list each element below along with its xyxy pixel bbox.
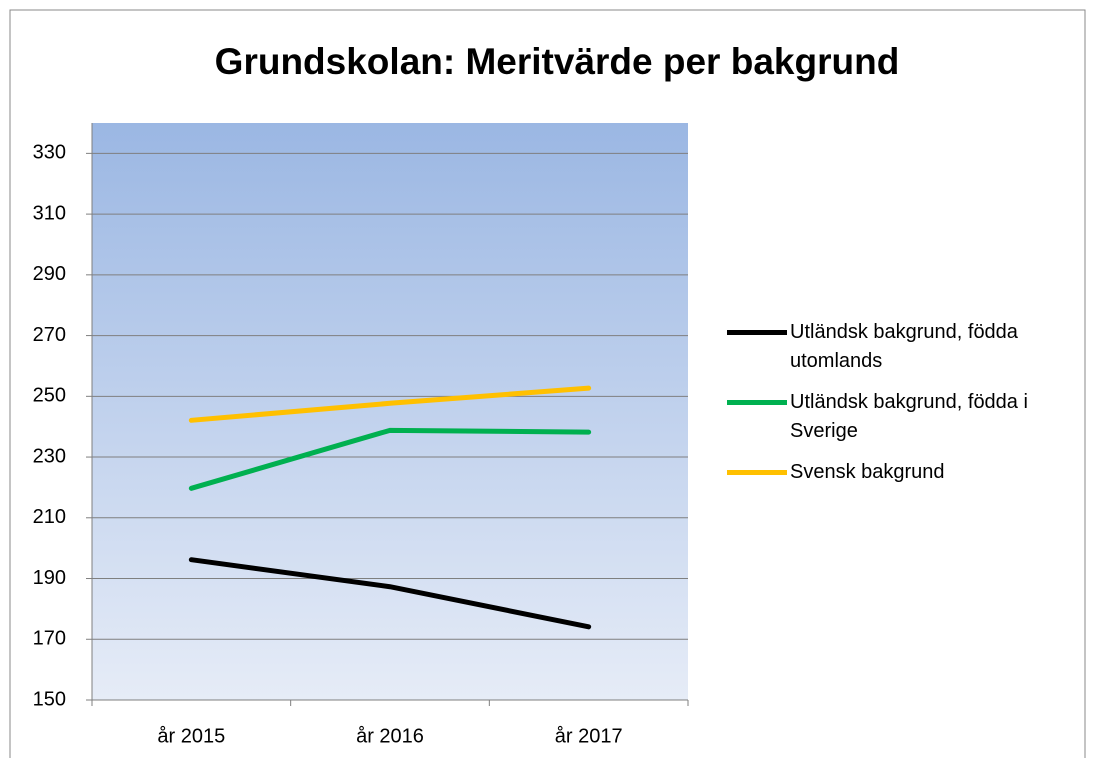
x-tick-label: år 2015 bbox=[157, 725, 225, 747]
legend-item: Utländsk bakgrund, födda i Sverige bbox=[727, 388, 1067, 446]
legend-swatch bbox=[727, 400, 787, 405]
y-tick-label: 330 bbox=[33, 142, 66, 164]
series-line bbox=[188, 385, 592, 423]
legend-label: Utländsk bakgrund, födda utomlands bbox=[790, 321, 1018, 372]
legend-label: Utländsk bakgrund, födda i Sverige bbox=[790, 391, 1028, 442]
y-tick-label: 310 bbox=[33, 202, 66, 224]
legend-item: Utländsk bakgrund, födda utomlands bbox=[727, 318, 1067, 376]
series-line bbox=[188, 427, 592, 491]
y-tick-label: 270 bbox=[33, 324, 66, 346]
legend-item: Svensk bakgrund bbox=[727, 458, 1067, 487]
y-tick-label: 210 bbox=[33, 506, 66, 528]
y-tick-label: 250 bbox=[33, 385, 66, 407]
legend-swatch bbox=[727, 330, 787, 335]
series-line bbox=[188, 557, 592, 630]
y-tick-label: 150 bbox=[33, 688, 66, 710]
y-tick-label: 230 bbox=[33, 445, 66, 467]
x-tick-label: år 2017 bbox=[555, 725, 623, 747]
y-tick-label: 170 bbox=[33, 628, 66, 650]
plot-area bbox=[92, 123, 688, 700]
y-tick-label: 290 bbox=[33, 263, 66, 285]
x-tick-label: år 2016 bbox=[356, 725, 424, 747]
legend-swatch bbox=[727, 470, 787, 475]
y-tick-label: 190 bbox=[33, 567, 66, 589]
legend-label: Svensk bakgrund bbox=[790, 461, 945, 483]
frame bbox=[9, 9, 1086, 758]
legend: Utländsk bakgrund, födda utomlands Utländ… bbox=[727, 318, 1067, 499]
chart-title: Grundskolan: Meritvärde per bakgrund bbox=[215, 41, 900, 82]
